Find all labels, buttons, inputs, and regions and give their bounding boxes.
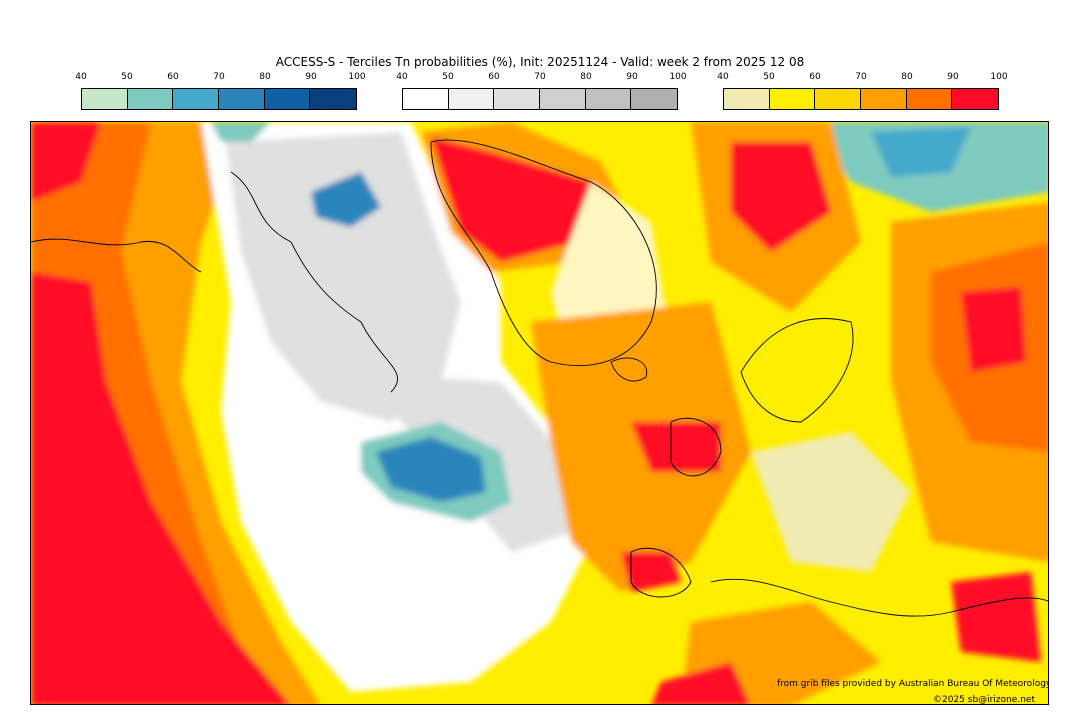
coastline-iceland: [610, 357, 648, 382]
colorbar-segment: [173, 89, 220, 109]
map-canvas: from grib files provided by Australian B…: [31, 122, 1049, 705]
tick-label: 70: [855, 72, 867, 82]
colorbar-segment: [861, 89, 907, 109]
colorbar-below-normal: [81, 88, 357, 110]
colorbar-segment: [310, 89, 357, 109]
colorbar-segment: [540, 89, 586, 109]
probability-fields: [31, 122, 1048, 704]
colorbar-above-ticks: 40 50 60 70 80 90 100: [717, 72, 1007, 84]
field-above-red-russia: [961, 287, 1026, 372]
coastline-alaska: [31, 238, 202, 273]
colorbar-segment: [906, 89, 953, 109]
field-above-red-uk: [631, 422, 721, 472]
map-title: ACCESS-S - Terciles Tn probabilities (%)…: [275, 55, 805, 69]
colorbar-near-normal: [402, 88, 678, 110]
colorbar-above-normal: [723, 88, 999, 110]
colorbar-segment: [585, 89, 632, 109]
colorbar-segment: [127, 89, 174, 109]
field-below-blue-baffin: [311, 172, 381, 227]
tick-label: 80: [580, 72, 592, 82]
colorbar-segment: [82, 89, 128, 109]
tick-label: 60: [167, 72, 179, 82]
tick-label: 80: [901, 72, 913, 82]
probability-map[interactable]: from grib files provided by Australian B…: [30, 121, 1049, 705]
coastline-uk: [670, 417, 722, 477]
field-below-blue-atlantic: [376, 437, 486, 502]
colorbar-segment: [264, 89, 311, 109]
field-above-red-southeast: [651, 662, 751, 704]
source-credit: from grib files provided by Australian B…: [777, 679, 1049, 689]
field-below-blue-arctic: [871, 127, 971, 177]
tick-label: 100: [348, 72, 366, 82]
tick-label: 90: [305, 72, 317, 82]
tick-label: 50: [763, 72, 775, 82]
tick-label: 100: [990, 72, 1008, 82]
field-above-red-turkey: [951, 572, 1041, 662]
coastlines: [31, 139, 1048, 617]
coastline-greenland: [430, 139, 657, 367]
tick-label: 90: [947, 72, 959, 82]
tick-label: 40: [396, 72, 408, 82]
coastline-scandinavia: [740, 318, 854, 423]
colorbar-segment: [724, 89, 770, 109]
colorbar-segment: [952, 89, 999, 109]
tick-label: 60: [809, 72, 821, 82]
colorbar-segment: [403, 89, 449, 109]
tick-label: 90: [626, 72, 638, 82]
field-below-teal-north: [211, 122, 271, 142]
copyright-credit: ©2025 sb@irizone.net: [933, 695, 1035, 705]
colorbar-segment: [815, 89, 862, 109]
coastline-mediterranean: [710, 578, 1048, 617]
tick-label: 70: [213, 72, 225, 82]
colorbar-segment: [769, 89, 816, 109]
field-above-red-iberia: [621, 552, 681, 592]
tick-label: 50: [121, 72, 133, 82]
colorbar-below-ticks: 40 50 60 70 80 90 100: [75, 72, 365, 84]
tick-label: 40: [717, 72, 729, 82]
field-near-grey-canada: [226, 132, 461, 422]
field-above-pale-europe: [751, 432, 911, 572]
field-above-red-nw: [31, 122, 101, 202]
colorbar-near-ticks: 40 50 60 70 80 90 100: [396, 72, 686, 84]
tick-label: 80: [259, 72, 271, 82]
tick-label: 50: [442, 72, 454, 82]
colorbar-segment: [448, 89, 495, 109]
tick-label: 60: [488, 72, 500, 82]
colorbar-segment: [631, 89, 678, 109]
tick-label: 100: [669, 72, 687, 82]
coastline-canada: [230, 171, 398, 393]
field-above-red-greenland: [431, 137, 591, 262]
field-above-red-west: [31, 272, 290, 704]
colorbar-segment: [219, 89, 265, 109]
coastline-iberia: [630, 547, 692, 598]
tick-label: 40: [75, 72, 87, 82]
tick-label: 70: [534, 72, 546, 82]
field-above-red-scandinavia: [731, 142, 831, 252]
colorbar-segment: [494, 89, 541, 109]
